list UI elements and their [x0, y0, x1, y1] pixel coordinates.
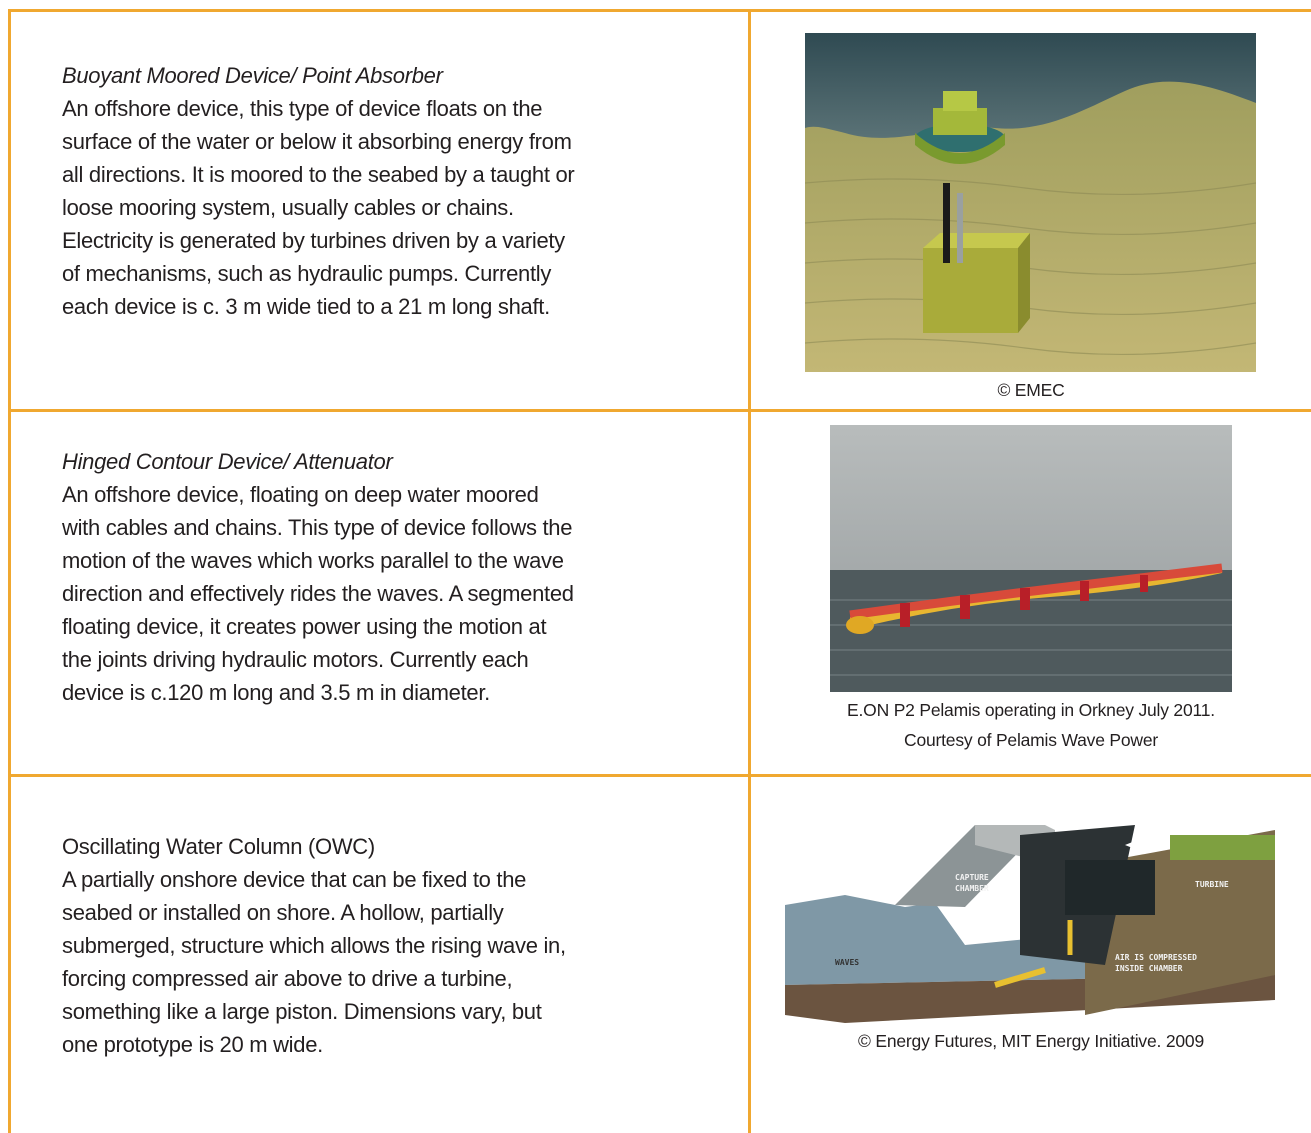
description-line: Electricity is generated by turbines dri… [62, 228, 565, 253]
caption-line: E.ON P2 Pelamis operating in Orkney July… [847, 700, 1215, 720]
caption-line: © Energy Futures, MIT Energy Initiative.… [858, 1031, 1204, 1051]
image-label: TURBINE [1195, 880, 1229, 889]
row-text: Hinged Contour Device/ Attenuator An offs… [62, 445, 722, 709]
owc-image: CAPTURE CHAMBER TURBINE AIR IS COMPRESSE… [785, 825, 1275, 1023]
caption-line: © EMEC [997, 380, 1065, 400]
device-title: Hinged Contour Device/ Attenuator [62, 449, 393, 474]
description-line: of mechanisms, such as hydraulic pumps. … [62, 261, 552, 286]
caption-line: Courtesy of Pelamis Wave Power [904, 730, 1158, 750]
point-absorber-image [805, 33, 1256, 372]
description-line: one prototype is 20 m wide. [62, 1032, 323, 1057]
description-line: An offshore device, this type of device … [62, 96, 543, 121]
description-line: forcing compressed air above to drive a … [62, 966, 513, 991]
border [8, 9, 1311, 12]
border [748, 9, 751, 1133]
description-line: A partially onshore device that can be f… [62, 867, 527, 892]
border [8, 9, 11, 1133]
description-line: each device is c. 3 m wide tied to a 21 … [62, 294, 550, 319]
description-line: An offshore device, floating on deep wat… [62, 482, 539, 507]
description-line: floating device, it creates power using … [62, 614, 547, 639]
device-title: Oscillating Water Column (OWC) [62, 834, 375, 859]
image-label: AIR IS COMPRESSED [1115, 953, 1197, 962]
description-line: something like a large piston. Dimension… [62, 999, 542, 1024]
description-line: all directions. It is moored to the seab… [62, 162, 575, 187]
description-line: seabed or installed on shore. A hollow, … [62, 900, 504, 925]
caption: E.ON P2 Pelamis operating in Orkney July… [751, 695, 1311, 755]
caption: © EMEC [751, 375, 1311, 405]
row-text: Oscillating Water Column (OWC) A partiall… [62, 830, 722, 1061]
description-line: submerged, structure which allows the ri… [62, 933, 566, 958]
description-line: loose mooring system, usually cables or … [62, 195, 514, 220]
image-label: WAVES [835, 958, 859, 967]
border [8, 409, 1311, 412]
description-line: the joints driving hydraulic motors. Cur… [62, 647, 529, 672]
description-line: surface of the water or below it absorbi… [62, 129, 572, 154]
description-line: with cables and chains. This type of dev… [62, 515, 573, 540]
image-label: CHAMBER [955, 884, 989, 893]
description-line: direction and effectively rides the wave… [62, 581, 574, 606]
description-line: motion of the waves which works parallel… [62, 548, 564, 573]
pelamis-image [830, 425, 1232, 692]
device-title: Buoyant Moored Device/ Point Absorber [62, 63, 443, 88]
row-text: Buoyant Moored Device/ Point Absorber An … [62, 59, 722, 323]
caption: © Energy Futures, MIT Energy Initiative.… [751, 1026, 1311, 1056]
image-label: INSIDE CHAMBER [1115, 964, 1183, 973]
description-line: device is c.120 m long and 3.5 m in diam… [62, 680, 490, 705]
image-label: CAPTURE [955, 873, 989, 882]
border [8, 774, 1311, 777]
